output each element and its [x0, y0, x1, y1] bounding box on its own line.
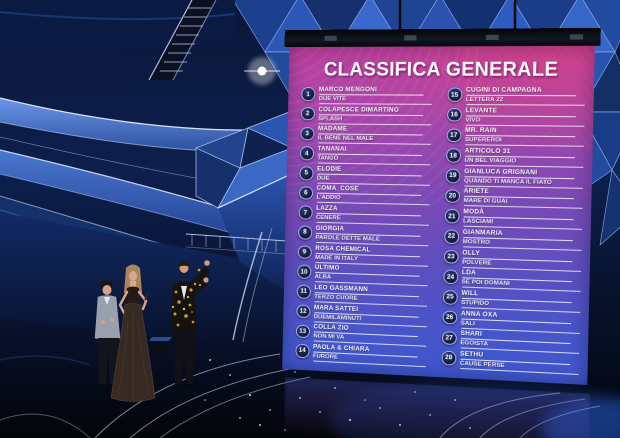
back-wall	[0, 212, 288, 352]
staircase	[148, 0, 217, 81]
confetti	[204, 359, 471, 431]
railing	[185, 233, 303, 256]
host-gold-jacket	[171, 260, 210, 388]
host-gown	[110, 264, 156, 402]
host-grey-suit	[94, 280, 121, 388]
stage-monitor	[149, 337, 172, 353]
gold-pattern	[171, 268, 202, 327]
blue-wedge	[218, 170, 300, 300]
floor-arcs	[0, 353, 601, 438]
